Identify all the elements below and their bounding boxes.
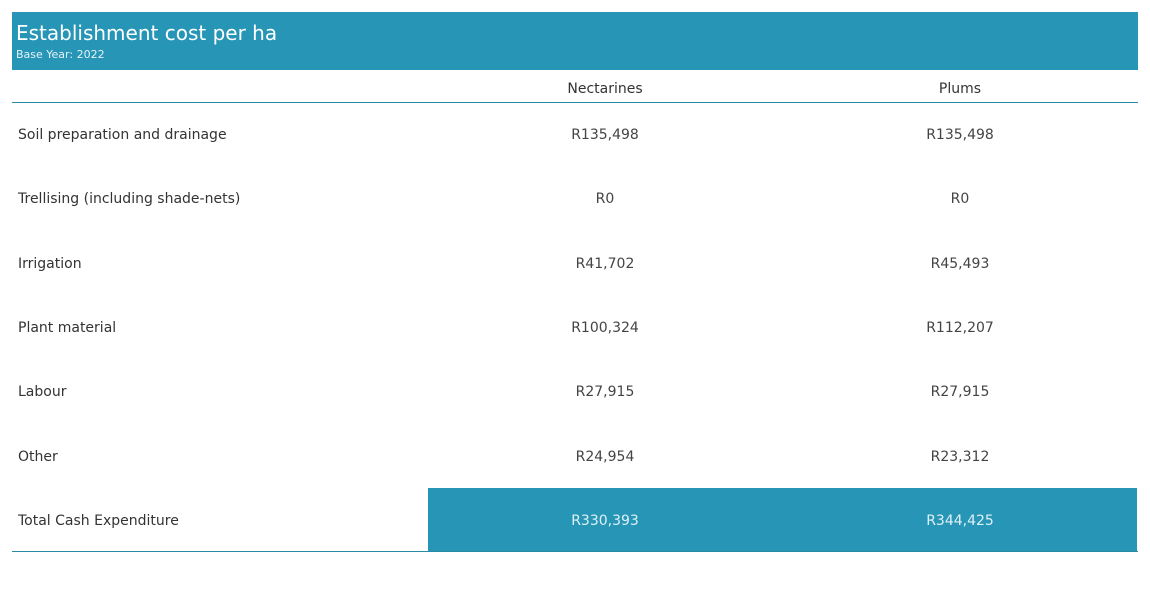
row-label-plant-material: Plant material: [18, 320, 117, 336]
cell-nectarines-labour: R27,915: [575, 384, 635, 400]
cell-nectarines-other: R24,954: [575, 449, 635, 465]
total-highlight-band: [428, 488, 1137, 552]
row-label-other: Other: [18, 449, 58, 465]
cell-plums-irrigation: R45,493: [930, 256, 990, 272]
row-label-trellising: Trellising (including shade-nets): [18, 191, 241, 207]
cell-plums-plant-material: R112,207: [926, 320, 994, 336]
cell-nectarines-trellising: R0: [595, 191, 615, 207]
page-title: Establishment cost per ha: [16, 21, 278, 45]
row-label-irrigation: Irrigation: [18, 256, 82, 272]
cell-plums-other: R23,312: [930, 449, 990, 465]
row-label-total-cash-expenditure: Total Cash Expenditure: [18, 513, 179, 529]
row-label-labour: Labour: [18, 384, 67, 400]
column-header-plums: Plums: [938, 81, 982, 97]
cell-plums-labour: R27,915: [930, 384, 990, 400]
cell-plums-total: R344,425: [926, 513, 994, 529]
cell-plums-soil-preparation: R135,498: [926, 127, 994, 143]
row-label-soil-preparation: Soil preparation and drainage: [18, 127, 227, 143]
table-header-banner: Establishment cost per ha Base Year: 202…: [12, 12, 1138, 70]
cell-nectarines-total: R330,393: [571, 513, 639, 529]
footer-divider: [12, 551, 1138, 552]
base-year-subtitle: Base Year: 2022: [16, 48, 105, 61]
cell-nectarines-soil-preparation: R135,498: [571, 127, 639, 143]
column-header-nectarines: Nectarines: [567, 81, 643, 97]
header-divider: [12, 102, 1138, 103]
cell-plums-trellising: R0: [950, 191, 970, 207]
cell-nectarines-irrigation: R41,702: [575, 256, 635, 272]
cell-nectarines-plant-material: R100,324: [571, 320, 639, 336]
